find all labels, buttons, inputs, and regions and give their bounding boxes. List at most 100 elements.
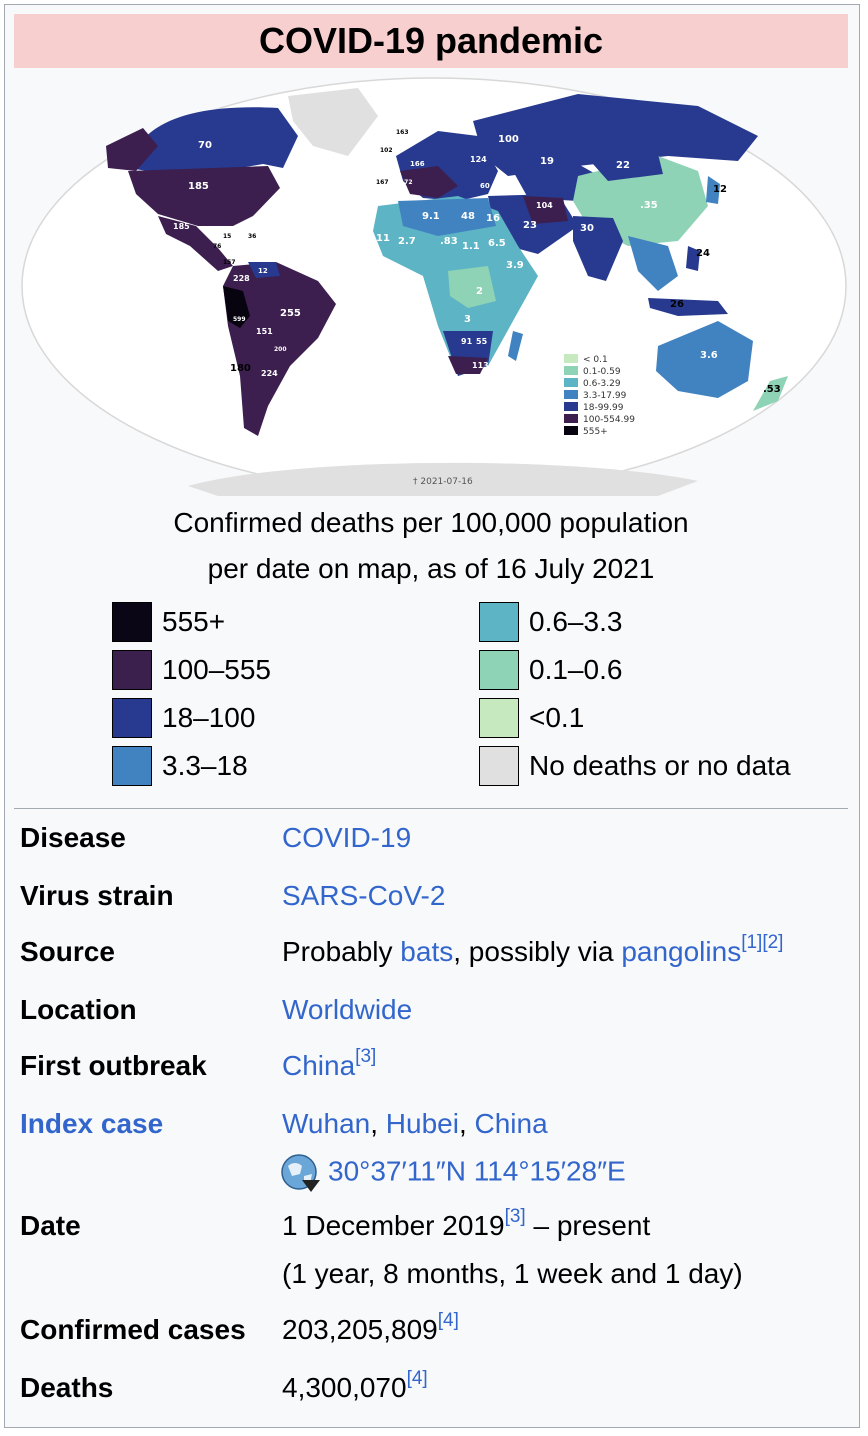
map-legend-swatch-0 [564,354,578,363]
map-date-stamp: † 2021-07-16 [413,477,473,487]
region-australia[interactable] [656,321,753,398]
map-label-brazil: 255 [280,308,301,319]
region-iran[interactable] [523,196,568,224]
map-label-ecuador: 157 [223,259,236,266]
legend-swatch [479,698,519,738]
map-legend-label-6: 555+ [583,427,608,437]
region-north-africa[interactable] [398,198,496,236]
world-map[interactable]: 70 185 185 255 224 180 599 151 228 200 1… [18,76,850,496]
map-label-usa: 185 [188,181,209,192]
region-south-america[interactable] [223,262,336,436]
link-china-index[interactable]: China [474,1108,548,1139]
ref-4-deaths[interactable]: [4] [406,1368,428,1389]
link-coordinates[interactable]: 30°37′11″N 114°15′28″E [328,1155,626,1187]
region-philippines[interactable] [686,246,700,271]
row-value-first-outbreak: China[3] [282,1047,376,1082]
link-bats[interactable]: bats [400,936,454,967]
map-label-senegal: 2.7 [398,236,416,247]
region-new-zealand[interactable] [753,376,788,411]
legend-item-0-1-0-6: 0.1–0.6 [479,649,622,691]
deaths-value: 4,300,070 [282,1372,407,1403]
legend-item-3-3-18: 3.3–18 [112,745,248,787]
map-label-colombia: 228 [233,274,250,283]
legend-swatch [112,650,152,690]
link-hubei[interactable]: Hubei [385,1108,459,1139]
ref-4-cases[interactable]: [4] [437,1310,459,1331]
region-usa[interactable] [128,166,280,226]
row-label-location: Location [20,994,137,1025]
map-label-kazakhstan: 19 [540,156,554,167]
map-label-portugal: 167 [376,179,389,186]
row-label-disease: Disease [20,822,126,853]
region-venezuela[interactable] [248,262,280,278]
region-india[interactable] [573,216,623,281]
source-text-pre: Probably [282,936,401,967]
map-label-iceland: 163 [396,129,409,136]
legend-item-555-plus: 555+ [112,601,225,643]
region-mexico[interactable] [158,216,233,271]
region-europe-west[interactable] [400,166,458,198]
map-legend-swatch-6 [564,426,578,435]
legend-swatch [479,602,519,642]
region-indonesia[interactable] [648,298,728,316]
map-label-botswana: 55 [476,337,488,346]
legend-swatch [112,602,152,642]
map-label-namibia: 91 [461,337,473,346]
legend-label: No deaths or no data [529,750,791,781]
legend-swatch [112,746,152,786]
source-text-mid: , possibly via [453,936,622,967]
link-china[interactable]: China [282,1050,356,1081]
ref-3[interactable]: [3] [355,1046,377,1067]
map-legend-label-0: < 0.1 [583,355,608,365]
legend-item-no-data: No deaths or no data [479,745,791,787]
map-legend-label-5: 100-554.99 [583,415,635,425]
row-label-deaths: Deaths [20,1372,114,1403]
row-value-source: Probably bats, possibly via pangolins[1]… [282,933,783,968]
region-russia[interactable] [473,94,758,176]
link-wuhan[interactable]: Wuhan [282,1108,371,1139]
map-label-ethiopia: 6.5 [488,238,506,249]
row-label-confirmed-cases: Confirmed cases [20,1314,246,1345]
map-label-mexico: 185 [173,222,190,231]
map-label-mongolia: 22 [616,160,630,171]
ref-3-date[interactable]: [3] [504,1206,526,1227]
region-alaska[interactable] [106,128,158,171]
map-label-saudi: 23 [523,220,537,231]
globe-icon[interactable] [280,1152,322,1194]
legend-item-lt-0-1: <0.1 [479,697,584,739]
link-pangolins[interactable]: pangolins [621,936,742,967]
region-antarctica [188,462,698,496]
ref-2[interactable]: [2] [762,932,784,953]
legend-item-0-6-3-3: 0.6–3.3 [479,601,622,643]
row-label-first-outbreak: First outbreak [20,1050,207,1081]
region-greenland [288,88,378,156]
map-label-indonesia: 26 [670,299,684,310]
map-legend-swatch-1 [564,366,578,375]
ref-1[interactable]: [1] [741,932,763,953]
region-central-africa[interactable] [448,266,496,308]
link-index-case[interactable]: Index case [20,1108,164,1139]
date-rest: – present [525,1210,651,1241]
legend-label: 3.3–18 [162,750,248,781]
region-mongolia[interactable] [593,154,663,181]
row-label-source: Source [20,936,115,967]
row-value-disease: COVID-19 [282,822,411,854]
map-label-bolivia: 151 [256,327,273,336]
map-label-india: 30 [580,223,594,234]
region-japan[interactable] [706,176,720,204]
link-worldwide[interactable]: Worldwide [282,994,413,1025]
map-caption-line1: Confirmed deaths per 100,000 population [173,507,689,538]
map-label-philippines: 24 [696,248,710,259]
region-madagascar[interactable] [508,331,523,361]
index-case-sep-1: , [370,1108,386,1139]
legend-label: 555+ [162,606,226,637]
link-sars-cov-2[interactable]: SARS-CoV-2 [282,880,446,911]
region-canada[interactable] [128,107,298,174]
region-south-africa[interactable] [448,356,488,374]
region-se-asia[interactable] [628,236,678,291]
map-label-new-zealand: .53 [763,384,781,395]
map-label-turkey: 60 [480,182,490,190]
link-covid-19[interactable]: COVID-19 [282,822,412,853]
region-peru[interactable] [223,286,250,328]
map-label-peru: 599 [233,316,246,323]
